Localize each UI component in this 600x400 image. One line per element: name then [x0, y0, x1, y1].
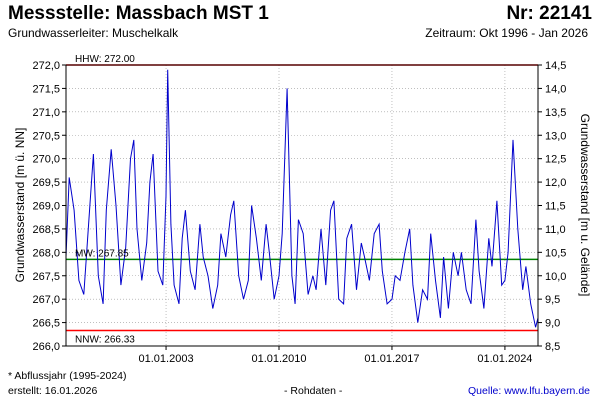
footnote-abflussjahr: * Abflussjahr (1995-2024): [8, 370, 127, 382]
y-tick-label: 266,5: [32, 318, 60, 330]
reference-labels: HHW: 272.00 MW: 267.85 NNW: 266.33: [75, 54, 135, 346]
y-tick-label: 270,5: [32, 130, 60, 142]
y-tick-label: 268,5: [32, 224, 60, 236]
y-tick-label: 267,0: [32, 294, 60, 306]
series-line-groundwater: [66, 70, 538, 328]
y-tick-label: 267,5: [32, 271, 60, 283]
x-tick-label: 01.01.2017: [364, 353, 419, 365]
y-tick-label: 269,0: [32, 201, 60, 213]
source-link[interactable]: Quelle: www.lfu.bayern.de: [468, 385, 590, 397]
y2-tick-label: 11,0: [545, 224, 566, 236]
reference-label-hhw: HHW: 272.00: [75, 54, 135, 65]
y2-tick-label: 13,5: [545, 107, 566, 119]
y2-tick-label: 9,5: [545, 294, 560, 306]
y2-tick-label: 14,5: [545, 60, 566, 72]
reference-label-mw: MW: 267.85: [75, 248, 129, 259]
y-axis-right: 8,5 9,0 9,5 10,0 10,5 11,0 11,5 12,0 12,5 13,0 13,…: [538, 60, 566, 353]
reference-label-nnw: NNW: 266.33: [75, 335, 135, 346]
y2-tick-label: 12,5: [545, 154, 566, 166]
y-tick-label: 271,0: [32, 107, 60, 119]
y-tick-label: 272,0: [32, 60, 60, 72]
y2-tick-label: 12,0: [545, 177, 566, 189]
plot-frame: [66, 65, 538, 346]
y-tick-label: 270,0: [32, 154, 60, 166]
y-tick-label: 269,5: [32, 177, 60, 189]
y-axis-label: Grundwasserstand [m ü. NN]: [13, 128, 27, 283]
y2-tick-label: 10,5: [545, 247, 566, 259]
y-tick-label: 266,0: [32, 341, 60, 353]
x-tick-label: 01.01.2010: [251, 353, 306, 365]
created-date: erstellt: 16.01.2026: [8, 385, 97, 397]
y2-tick-label: 13,0: [545, 130, 566, 142]
y2-axis-label: Grundwasserstand [m u. Gelände]: [578, 114, 592, 297]
y2-tick-label: 9,0: [545, 318, 560, 330]
x-tick-label: 01.01.2003: [139, 353, 194, 365]
y-tick-label: 268,0: [32, 247, 60, 259]
y-tick-label: 271,5: [32, 83, 60, 95]
y2-tick-label: 10,0: [545, 271, 566, 283]
rawdata-label: - Rohdaten -: [284, 385, 342, 397]
x-tick-label: 01.01.2024: [477, 353, 532, 365]
y2-tick-label: 8,5: [545, 341, 560, 353]
x-axis: 01.01.2003 01.01.2010 01.01.2017 01.01.2024: [139, 346, 533, 365]
reference-lines: [66, 65, 538, 331]
y2-tick-label: 11,5: [545, 201, 566, 213]
y-axis-left: 266,0 266,5 267,0 267,5 268,0 268,5 269,0 269,5…: [32, 60, 66, 353]
y2-tick-label: 14,0: [545, 83, 566, 95]
grid-lines: [66, 65, 538, 346]
